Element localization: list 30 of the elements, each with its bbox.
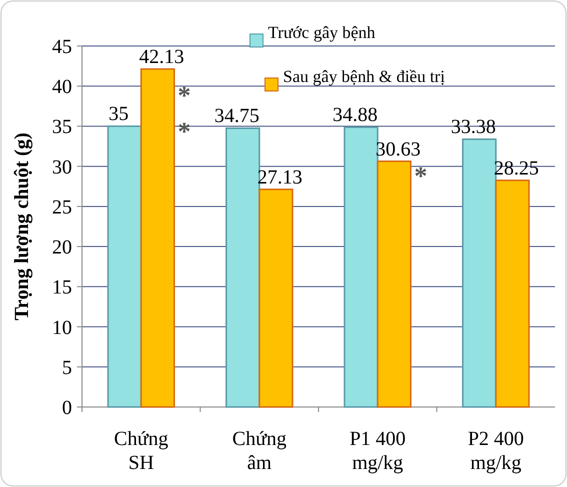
y-tick-label: 10 xyxy=(52,316,72,339)
bar xyxy=(495,180,530,408)
data-label: 34.75 xyxy=(214,105,260,128)
annotation: * xyxy=(414,161,428,190)
x-tick-label: P2 400 mg/kg xyxy=(468,428,524,474)
y-axis-title: Trọng lượng chuột (g) xyxy=(11,132,33,320)
bar xyxy=(376,160,412,408)
y-tick-label: 5 xyxy=(62,356,72,379)
x-tick-label: Chứng SH xyxy=(114,428,168,474)
x-tick-label: Chứng âm xyxy=(232,428,286,474)
y-tick-label: 25 xyxy=(52,196,72,218)
y-tick-label: 45 xyxy=(52,36,72,58)
bar xyxy=(140,68,175,408)
y-tick-label: 30 xyxy=(52,156,72,178)
bar xyxy=(107,125,142,408)
legend-label: Trước gây bệnh xyxy=(268,22,376,42)
legend-label: Sau gây bệnh & điều trị xyxy=(283,66,446,86)
data-label: 42.13 xyxy=(139,46,184,68)
data-label: 34.88 xyxy=(332,104,378,126)
bar xyxy=(344,126,378,408)
y-tick-label: 40 xyxy=(52,76,72,98)
data-label: 35 xyxy=(108,103,129,126)
annotation: * xyxy=(178,117,191,146)
y-tick-label: 35 xyxy=(52,116,72,138)
y-tick-label: 15 xyxy=(52,276,72,299)
y-tick-label: 0 xyxy=(62,397,72,419)
bar xyxy=(258,188,294,408)
x-tick-label: P1 400 mg/kg xyxy=(350,428,406,474)
annotation: * xyxy=(178,81,191,110)
y-tick-label: 20 xyxy=(52,236,72,259)
